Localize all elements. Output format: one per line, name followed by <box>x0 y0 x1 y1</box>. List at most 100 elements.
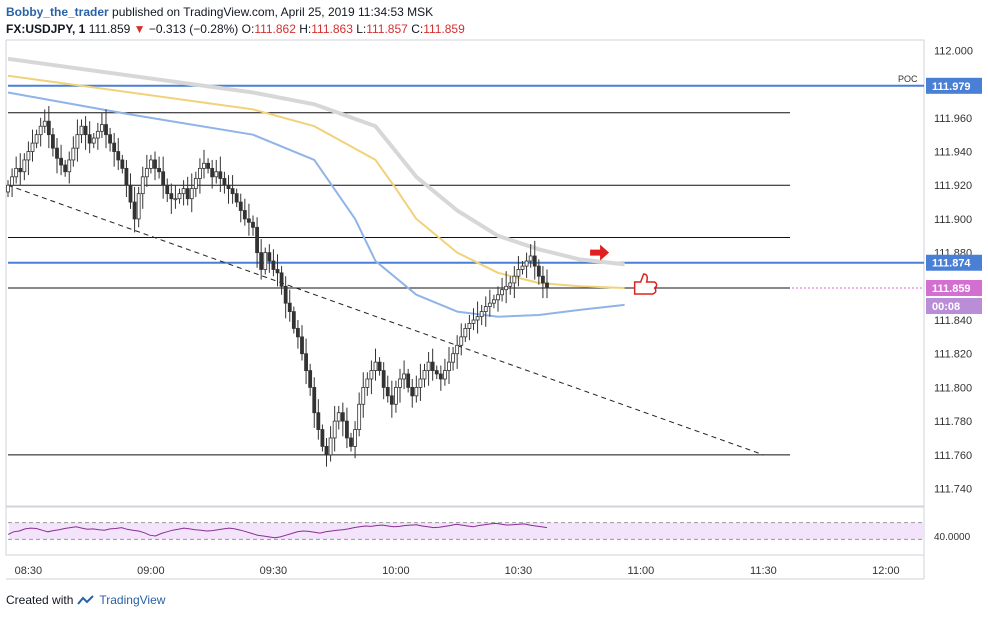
candle-body <box>34 134 39 144</box>
candle-body <box>426 361 431 371</box>
x-tick-label: 09:00 <box>137 565 165 577</box>
sma-gray-line <box>7 56 625 267</box>
candle-body <box>210 167 215 178</box>
candle-body <box>532 255 537 267</box>
candle-body <box>238 201 243 211</box>
price-badges: 111.979 111.874 111.859 00:08 <box>926 77 982 315</box>
low-value: 111.857 <box>366 22 408 36</box>
candle-body <box>377 361 382 371</box>
tradingview-link[interactable]: TradingView <box>99 593 166 607</box>
candle-body <box>267 252 272 262</box>
time-axis[interactable]: 08:30 09:00 09:30 10:00 10:30 11:00 11:30 12:00 <box>15 565 900 577</box>
candle-body <box>283 285 288 304</box>
candle-body <box>500 289 504 296</box>
change-label: −0.313 (−0.28%) <box>148 22 239 36</box>
candle-body <box>251 221 255 228</box>
candle-body <box>349 437 353 447</box>
candle-body <box>87 134 92 144</box>
candle-body <box>63 164 68 173</box>
candle-body <box>38 125 43 136</box>
candle-body <box>479 311 484 318</box>
candle-body <box>71 147 76 161</box>
candle-body <box>304 353 308 371</box>
candle-body <box>459 336 464 346</box>
candle-body <box>218 171 223 179</box>
horizontal-levels: POC <box>8 74 924 456</box>
candle-body <box>255 226 259 254</box>
thumbs-up-icon <box>633 273 658 295</box>
close-value: 111.859 <box>423 22 465 36</box>
candle-body <box>536 265 541 277</box>
dashed-trendline <box>7 184 764 456</box>
candle-body <box>508 282 513 287</box>
candle-body <box>247 218 251 223</box>
chart-header-author: Bobby_the_trader published on TradingVie… <box>6 5 433 19</box>
symbol-label: FX:USDJPY, 1 <box>6 22 86 36</box>
candle-body <box>104 124 108 136</box>
y-tick-label: 111.840 <box>934 315 972 327</box>
candle-body <box>483 306 488 312</box>
candle-body <box>14 167 19 178</box>
candle-body <box>389 395 394 405</box>
y-tick-label: 112.000 <box>934 45 973 57</box>
candle-body <box>226 184 231 189</box>
last-price-badge-text: 111.859 <box>932 283 971 295</box>
down-arrow-icon: ▼ <box>133 22 146 36</box>
y-tick-label: 111.960 <box>934 113 972 125</box>
candle-body <box>353 429 357 447</box>
candle-body <box>67 159 72 173</box>
x-tick-label: 08:30 <box>15 565 43 577</box>
candle-body <box>10 176 14 186</box>
candle-body <box>422 370 427 380</box>
price-axis[interactable]: 112.000 111.960 111.940 111.920 111.900 111.8… <box>934 45 973 495</box>
main-pane-frame <box>5 39 925 507</box>
candle-body <box>259 252 264 270</box>
candle-body <box>6 184 10 193</box>
footer: Created with TradingView <box>6 593 165 607</box>
candle-body <box>463 328 468 338</box>
candle-body <box>140 176 145 195</box>
candle-body <box>263 252 268 270</box>
candle-body <box>144 167 149 178</box>
candle-body <box>22 159 27 173</box>
close-key: C: <box>411 22 424 36</box>
markers <box>590 244 658 295</box>
candle-body <box>30 142 35 152</box>
candle-body <box>316 412 321 430</box>
poc-badge-bg <box>926 77 982 94</box>
candle-body <box>340 412 345 422</box>
candle-body <box>475 316 480 321</box>
candle-body <box>181 188 186 195</box>
candle-body <box>438 373 443 380</box>
candle-body <box>116 151 121 161</box>
author-name[interactable]: Bobby_the_trader <box>6 5 109 19</box>
candle-body <box>414 387 419 397</box>
arrow-right-icon <box>590 244 610 261</box>
candle-body <box>520 265 525 270</box>
candle-body <box>471 319 476 324</box>
candle-body <box>328 437 333 456</box>
candle-body <box>496 294 500 301</box>
candle-body <box>59 157 63 166</box>
candle-body <box>230 188 235 195</box>
candle-body <box>512 275 517 284</box>
tradingview-logo-icon <box>77 595 95 605</box>
candle-body <box>308 370 313 388</box>
candle-body <box>42 120 47 127</box>
candle-body <box>369 370 374 380</box>
candle-body <box>296 328 300 338</box>
trendline[interactable] <box>7 184 764 456</box>
candle-body <box>406 373 411 388</box>
candle-body <box>357 403 362 430</box>
candle-body <box>504 285 509 291</box>
low-key: L: <box>356 22 367 36</box>
created-with-label: Created with <box>6 593 74 607</box>
countdown-badge-bg <box>926 298 982 315</box>
candle-body <box>124 167 129 186</box>
moving-averages <box>7 56 625 318</box>
rsi-indicator: 40.0000 <box>7 522 971 543</box>
x-tick-label: 12:00 <box>872 565 900 577</box>
candle-body <box>165 184 170 195</box>
candle-body <box>336 412 341 422</box>
